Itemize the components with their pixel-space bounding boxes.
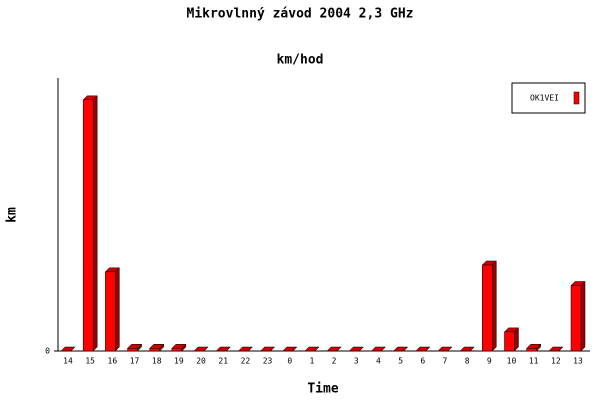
x-tick-label: 5 [398, 357, 403, 366]
x-tick-label: 9 [487, 357, 492, 366]
x-tick-label: 2 [332, 357, 337, 366]
bar [171, 348, 183, 352]
chart-title: Mikrovlnný závod 2004 2,3 GHz [187, 7, 414, 22]
bar-top [237, 346, 253, 352]
x-tick-label: 6 [420, 357, 425, 366]
x-tick-label: 1 [309, 357, 314, 366]
x-tick-label: 23 [263, 357, 273, 366]
bar-top [60, 346, 76, 352]
bar-top [548, 346, 564, 352]
bar [149, 348, 160, 352]
chart-subtitle: km/hod [277, 53, 324, 68]
bar-top [459, 346, 475, 352]
bar [482, 264, 493, 352]
bar-top [415, 346, 431, 352]
x-tick-label: 18 [152, 357, 162, 366]
x-tick-label: 17 [130, 357, 140, 366]
bar-top [282, 346, 298, 352]
y-tick-label: 0 [45, 347, 50, 356]
bar [127, 348, 138, 352]
legend-label: OK1VEI [530, 94, 559, 103]
legend-box [511, 82, 586, 114]
x-tick-label: 4 [376, 357, 381, 366]
bar-top [193, 346, 209, 352]
x-tick-label: 10 [507, 357, 517, 366]
bar-side [580, 280, 586, 352]
bar-top [326, 346, 342, 352]
bar-side [492, 260, 497, 352]
bar-top [348, 346, 364, 352]
bar-top [215, 346, 231, 352]
bar-top [437, 346, 453, 352]
bar [504, 331, 515, 352]
bar-top [393, 346, 409, 352]
x-tick-label: 8 [465, 357, 470, 366]
x-tick-label: 21 [218, 357, 228, 366]
legend-swatch [573, 91, 580, 105]
bar-side [92, 95, 98, 352]
bar [82, 99, 94, 352]
bar-top [259, 346, 276, 352]
x-tick-label: 3 [354, 357, 359, 366]
bar-side [115, 267, 120, 352]
x-tick-label: 14 [63, 357, 73, 366]
bar-top [370, 346, 387, 352]
x-tick-label: 13 [573, 357, 583, 366]
y-axis-label: km [5, 207, 20, 223]
x-tick-label: 0 [287, 357, 292, 366]
x-tick-label: 7 [443, 357, 448, 366]
x-tick-label: 11 [529, 357, 539, 366]
x-tick-label: 22 [241, 357, 251, 366]
x-tick-label: 19 [174, 357, 184, 366]
x-tick-label: 15 [85, 357, 95, 366]
x-tick-label: 16 [108, 357, 118, 366]
bar [526, 348, 537, 352]
x-axis-label: Time [307, 382, 338, 397]
bar [105, 271, 116, 352]
x-tick-label: 20 [196, 357, 206, 366]
bar-top [304, 346, 320, 352]
bar [570, 285, 582, 352]
x-tick-label: 12 [551, 357, 561, 366]
